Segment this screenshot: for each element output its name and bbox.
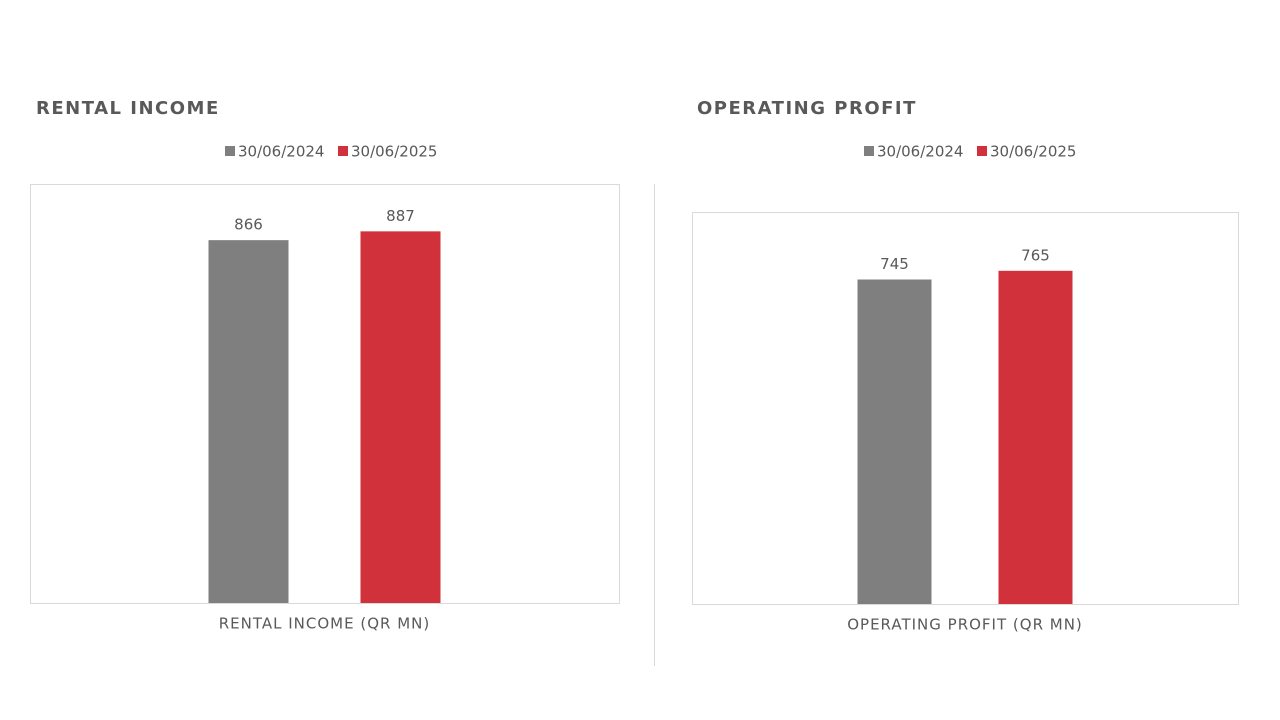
bar bbox=[998, 270, 1073, 604]
legend-swatch bbox=[225, 146, 235, 156]
legend-swatch bbox=[977, 146, 987, 156]
data-label: 887 bbox=[386, 207, 415, 225]
category-label: RENTAL INCOME (QR MN) bbox=[219, 615, 430, 633]
data-label: 745 bbox=[880, 255, 909, 273]
legend-label: 30/06/2025 bbox=[990, 143, 1076, 161]
plot-frame bbox=[692, 212, 1239, 605]
legend-label: 30/06/2024 bbox=[238, 143, 324, 161]
category-label: OPERATING PROFIT (QR MN) bbox=[847, 616, 1083, 634]
bar bbox=[360, 231, 441, 604]
chart-title: OPERATING PROFIT bbox=[697, 98, 917, 119]
data-label: 765 bbox=[1021, 246, 1050, 264]
data-label: 866 bbox=[234, 216, 263, 234]
legend-swatch bbox=[864, 146, 874, 156]
bar bbox=[857, 279, 932, 604]
plot-frame bbox=[30, 184, 620, 604]
legend-label: 30/06/2025 bbox=[351, 143, 437, 161]
legend-label: 30/06/2024 bbox=[877, 143, 963, 161]
legend-swatch bbox=[338, 146, 348, 156]
chart-title: RENTAL INCOME bbox=[36, 98, 220, 119]
bar bbox=[208, 240, 289, 603]
